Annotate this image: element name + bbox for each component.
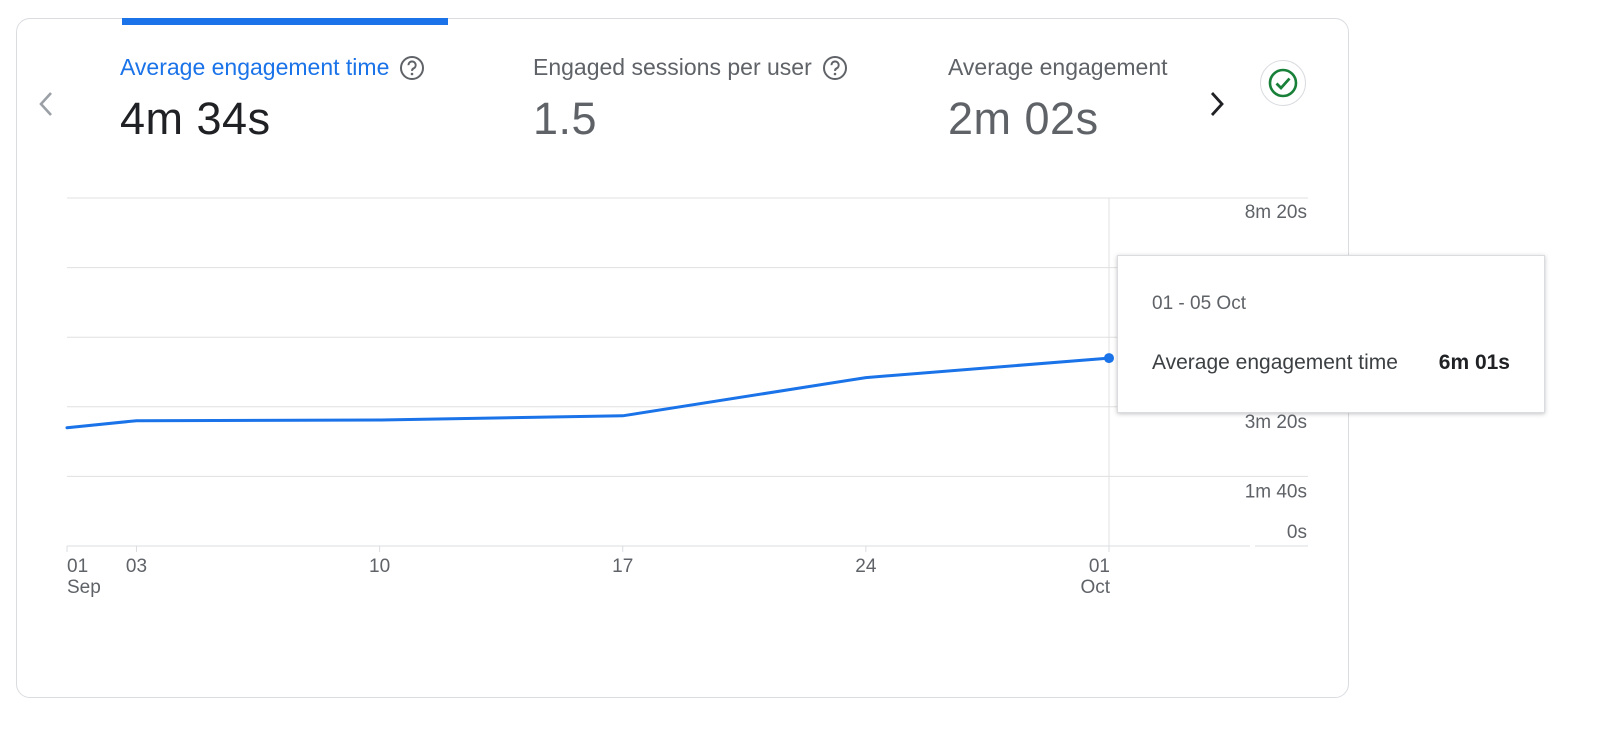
metric-tab-engaged-sessions-per-user[interactable]: Engaged sessions per user 1.5 [533, 54, 848, 145]
x-tick-label: 10 [369, 556, 390, 577]
chevron-right-icon [1210, 92, 1224, 116]
tooltip-metric-value: 6m 01s [1438, 351, 1510, 374]
y-tick-label: 0s [1287, 522, 1307, 543]
previous-metrics-button[interactable] [32, 86, 62, 122]
chevron-left-icon [39, 92, 52, 116]
x-tick-label: 24 [855, 556, 877, 577]
y-tick-label: 8m 20s [1245, 202, 1307, 223]
help-circle-icon[interactable] [399, 55, 425, 81]
series-line [65, 356, 1111, 430]
metric-tab-average-engagement-time[interactable]: Average engagement time 4m 34s [120, 54, 425, 145]
metric-label: Average engagement time [120, 54, 390, 80]
check-circle-icon [1268, 68, 1298, 98]
tooltip-metric-label: Average engagement time [1152, 351, 1398, 374]
metric-tab-average-engagement[interactable]: Average engagement 2m 02s [948, 54, 1168, 145]
x-tick-label: 03 [126, 556, 147, 577]
metric-label: Average engagement [948, 54, 1168, 80]
active-tab-indicator [122, 18, 448, 25]
highlight-point [1104, 353, 1114, 364]
data-quality-status-button[interactable] [1260, 60, 1306, 106]
x-tick-sublabel: Sep [67, 577, 101, 598]
metric-value: 4m 34s [120, 93, 271, 144]
x-tick-sublabel: Oct [1080, 577, 1110, 598]
y-tick-label: 1m 40s [1245, 481, 1307, 502]
metric-value: 2m 02s [948, 93, 1099, 144]
help-circle-icon[interactable] [822, 55, 848, 81]
chart-tooltip: 01 - 05 Oct Average engagement time 6m 0… [1117, 255, 1545, 413]
metric-label: Engaged sessions per user [533, 54, 812, 80]
x-tick-label: 01 [1089, 556, 1110, 577]
metric-value: 1.5 [533, 93, 598, 144]
x-tick-label: 17 [612, 556, 633, 577]
next-metrics-button[interactable] [1202, 86, 1232, 122]
tooltip-date: 01 - 05 Oct [1152, 293, 1246, 314]
x-tick-label: 01 [67, 556, 88, 577]
y-tick-label: 3m 20s [1245, 412, 1307, 433]
